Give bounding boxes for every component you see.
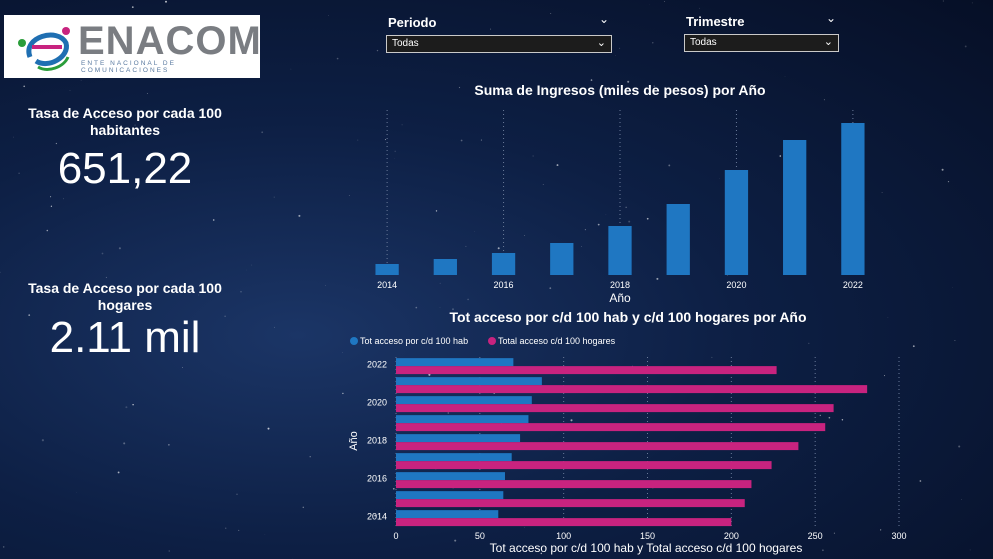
ingresos-bar-2015[interactable]: [433, 259, 457, 275]
periodo-dropdown[interactable]: Todas ⌄: [386, 35, 612, 53]
accesos-x-tick-label: 300: [891, 531, 906, 541]
accesos-y-axis-title: Año: [348, 431, 360, 451]
accesos-x-tick-label: 250: [808, 531, 823, 541]
periodo-slicer-label: Periodo: [388, 15, 437, 30]
accesos-x-axis-title: Tot acceso por c/d 100 hab y Total acces…: [490, 541, 803, 555]
accesos-y-tick-label: 2018: [367, 435, 387, 445]
kpi-habitantes-title: Tasa de Acceso por cada 100 habitantes: [28, 105, 222, 138]
accesos-y-tick-label: 2020: [367, 397, 387, 407]
legend-hogares-marker: [488, 337, 496, 345]
accesos-bar-hogares-2021[interactable]: [396, 385, 868, 394]
ingresos-x-tick-label: 2014: [377, 280, 397, 290]
ingresos-x-tick-label: 2022: [843, 280, 863, 290]
accesos-bar-hogares-2018[interactable]: [396, 442, 799, 451]
trimestre-dropdown[interactable]: Todas ⌄: [684, 34, 839, 52]
ingresos-x-tick-label: 2018: [610, 280, 630, 290]
ingresos-bar-2020[interactable]: [724, 170, 749, 275]
ingresos-bar-2017[interactable]: [550, 243, 574, 275]
accesos-bar-hogares-2016[interactable]: [396, 480, 752, 489]
ingresos-x-tick-label: 2016: [494, 280, 514, 290]
enacom-logo: ENACOM ENTE NACIONAL DE COMUNICACIONES: [4, 15, 262, 78]
kpi-hogares-value: 2.11 mil: [49, 313, 201, 362]
accesos-x-tick-label: 200: [724, 531, 739, 541]
accesos-y-tick-label: 2022: [367, 359, 387, 369]
ingresos-bar-2018[interactable]: [608, 226, 632, 275]
accesos-bar-hogares-2020[interactable]: [396, 404, 834, 413]
accesos-x-tick-label: 50: [475, 531, 485, 541]
accesos-bar-hogares-2017[interactable]: [396, 461, 772, 470]
accesos-x-tick-label: 150: [640, 531, 655, 541]
periodo-selected-value: Todas: [392, 38, 419, 49]
accesos-bar-hab-2015[interactable]: [396, 491, 504, 500]
accesos-bar-hogares-2014[interactable]: [396, 518, 732, 527]
accesos-bar-hogares-2015[interactable]: [396, 499, 745, 508]
periodo-collapse-chevron-icon[interactable]: ⌄: [599, 12, 610, 26]
legend-hab-label: Tot acceso por c/d 100 hab: [360, 336, 468, 346]
legend-hab-marker: [350, 337, 358, 345]
trimestre-collapse-chevron-icon[interactable]: ⌄: [826, 11, 837, 25]
accesos-bar-hogares-2019[interactable]: [396, 423, 826, 432]
ingresos-bar-2016[interactable]: [491, 253, 516, 275]
accesos-bar-hab-2019[interactable]: [396, 415, 529, 424]
trimestre-slicer-label: Trimestre: [686, 14, 745, 29]
accesos-bar-hab-2014[interactable]: [396, 510, 499, 519]
logo-wordmark: ENACOM: [78, 19, 262, 63]
accesos-bar-hab-2022[interactable]: [396, 358, 514, 367]
ingresos-bar-2014[interactable]: [375, 264, 399, 275]
kpi-hogares-title: Tasa de Acceso por cada 100 hogares: [28, 280, 222, 313]
trimestre-selected-value: Todas: [690, 37, 717, 48]
accesos-legend[interactable]: Tot acceso por c/d 100 hab Total acceso …: [350, 336, 616, 346]
ingresos-bar-2021[interactable]: [783, 140, 807, 275]
accesos-bar-hab-2020[interactable]: [396, 396, 532, 405]
accesos-x-tick-label: 100: [556, 531, 571, 541]
ingresos-chart-title: Suma de Ingresos (miles de pesos) por Añ…: [474, 82, 765, 98]
kpi-habitantes-value: 651,22: [57, 144, 193, 193]
accesos-chart-title: Tot acceso por c/d 100 hab y c/d 100 hog…: [449, 309, 806, 325]
chevron-down-icon: ⌄: [823, 36, 833, 48]
logo-subtitle: ENTE NACIONAL DE COMUNICACIONES: [81, 60, 176, 74]
legend-hogares-label: Total acceso c/d 100 hogares: [498, 336, 616, 346]
ingresos-bar-2019[interactable]: [666, 204, 690, 275]
accesos-bar-hab-2018[interactable]: [396, 434, 521, 443]
ingresos-x-tick-label: 2020: [726, 280, 746, 290]
accesos-y-tick-label: 2014: [367, 511, 387, 521]
accesos-y-tick-label: 2016: [367, 473, 387, 483]
accesos-bar-hab-2021[interactable]: [396, 377, 542, 386]
ingresos-x-axis-title: Año: [609, 291, 631, 305]
accesos-x-tick-label: 0: [393, 531, 398, 541]
logo-swirl-icon: [18, 27, 70, 71]
accesos-bar-hab-2016[interactable]: [396, 472, 505, 481]
accesos-bar-hogares-2022[interactable]: [396, 366, 777, 375]
accesos-bar-hab-2017[interactable]: [396, 453, 512, 462]
ingresos-bar-2022[interactable]: [841, 123, 865, 275]
chevron-down-icon: ⌄: [596, 37, 606, 49]
